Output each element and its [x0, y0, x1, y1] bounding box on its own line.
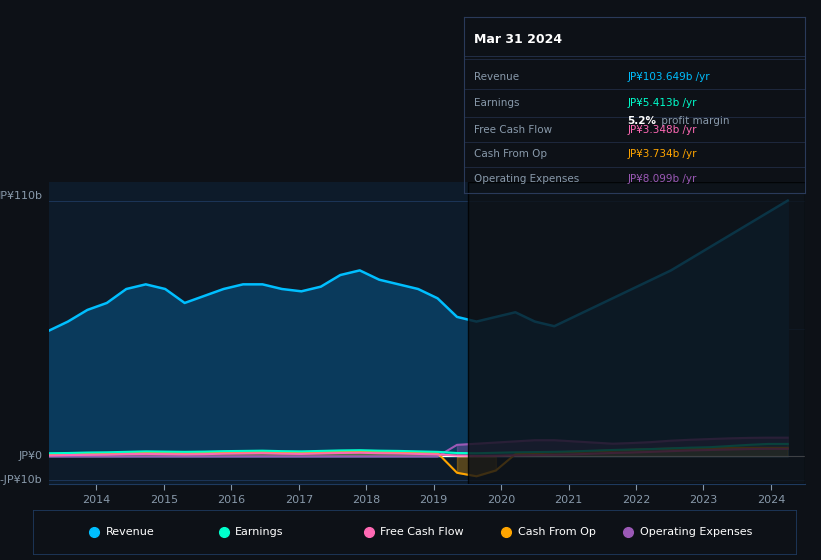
Text: Operating Expenses: Operating Expenses	[640, 527, 752, 537]
Text: -JP¥10b: -JP¥10b	[0, 475, 43, 485]
Text: JP¥110b: JP¥110b	[0, 190, 43, 200]
Text: Earnings: Earnings	[474, 98, 520, 108]
Text: Earnings: Earnings	[235, 527, 284, 537]
Text: JP¥8.099b /yr: JP¥8.099b /yr	[627, 174, 697, 184]
Text: Free Cash Flow: Free Cash Flow	[380, 527, 464, 537]
Text: JP¥3.348b /yr: JP¥3.348b /yr	[627, 125, 697, 135]
Text: Free Cash Flow: Free Cash Flow	[474, 125, 553, 135]
FancyBboxPatch shape	[469, 182, 805, 484]
Text: profit margin: profit margin	[658, 116, 730, 126]
Text: Mar 31 2024: Mar 31 2024	[474, 32, 562, 46]
Text: Revenue: Revenue	[105, 527, 154, 537]
Text: JP¥5.413b /yr: JP¥5.413b /yr	[627, 98, 697, 108]
Text: Revenue: Revenue	[474, 72, 519, 82]
Text: Cash From Op: Cash From Op	[518, 527, 595, 537]
Text: JP¥3.734b /yr: JP¥3.734b /yr	[627, 150, 697, 160]
Text: 5.2%: 5.2%	[627, 116, 657, 126]
Text: JP¥103.649b /yr: JP¥103.649b /yr	[627, 72, 710, 82]
Text: Operating Expenses: Operating Expenses	[474, 174, 580, 184]
Text: JP¥0: JP¥0	[18, 451, 43, 461]
Text: Cash From Op: Cash From Op	[474, 150, 547, 160]
